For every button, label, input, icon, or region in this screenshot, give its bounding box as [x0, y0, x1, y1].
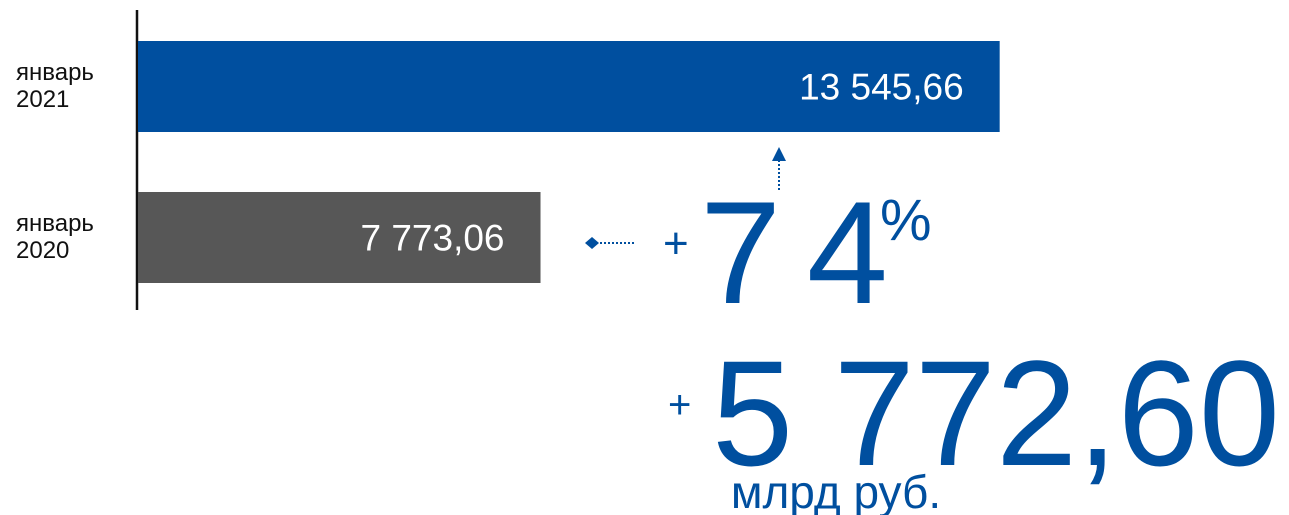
bar [138, 41, 1000, 132]
category-label: январь 2020 [16, 209, 94, 264]
percent-sign: + [663, 219, 689, 268]
value-label: 13 545,66 [799, 67, 964, 108]
percent-unit: % [880, 188, 932, 253]
change-value: 5 772,60 [712, 329, 1280, 497]
arrow-head [772, 147, 786, 161]
percent-value: 74 [700, 171, 888, 334]
value-label: 7 773,06 [360, 218, 504, 259]
bar [138, 192, 541, 283]
arrow-head [585, 237, 599, 249]
category-label: январь 2021 [16, 58, 94, 113]
change-unit: млрд руб. [731, 466, 941, 515]
change-sign: + [668, 383, 691, 427]
